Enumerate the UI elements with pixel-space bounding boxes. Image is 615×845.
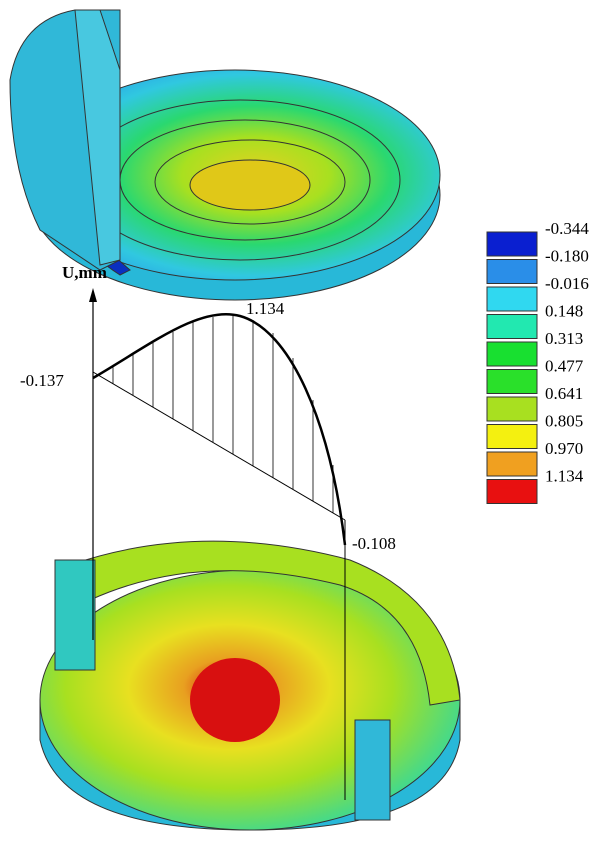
- figure-svg: U,mm -0.137 1.134 -0.108 -0.344-0.180-0.…: [0, 0, 615, 845]
- legend-label: 0.477: [545, 357, 584, 376]
- legend-label: -0.344: [545, 219, 589, 238]
- legend-label: 1.134: [545, 467, 584, 486]
- legend-label: 0.148: [545, 302, 583, 321]
- legend-label: -0.016: [545, 274, 589, 293]
- top-model: [10, 10, 440, 300]
- start-label: -0.137: [20, 371, 64, 390]
- legend-swatch: [487, 260, 537, 284]
- end-label: -0.108: [352, 534, 396, 553]
- legend-label: 0.313: [545, 329, 583, 348]
- axis-label: U,mm: [62, 263, 107, 282]
- figure: U,mm -0.137 1.134 -0.108 -0.344-0.180-0.…: [0, 0, 615, 845]
- legend-swatch: [487, 397, 537, 421]
- legend-label: 0.970: [545, 439, 583, 458]
- legend-swatch: [487, 425, 537, 449]
- legend-swatch: [487, 315, 537, 339]
- legend-swatch: [487, 480, 537, 504]
- legend-label: 0.805: [545, 412, 583, 431]
- bottom-model: [40, 541, 460, 830]
- legend-swatch: [487, 342, 537, 366]
- axis-arrow: [89, 288, 97, 302]
- legend-swatch: [487, 287, 537, 311]
- legend-swatch: [487, 370, 537, 394]
- legend-label: -0.180: [545, 247, 589, 266]
- legend: -0.344 -0.180 -0.016 0.148 0.313 0.477 0.641 0.…: [487, 219, 589, 504]
- legend-label: 0.641: [545, 384, 583, 403]
- peak-label: 1.134: [246, 299, 285, 318]
- legend-swatch: [487, 452, 537, 476]
- legend-swatch: [487, 232, 537, 256]
- displacement-curve: [93, 314, 345, 545]
